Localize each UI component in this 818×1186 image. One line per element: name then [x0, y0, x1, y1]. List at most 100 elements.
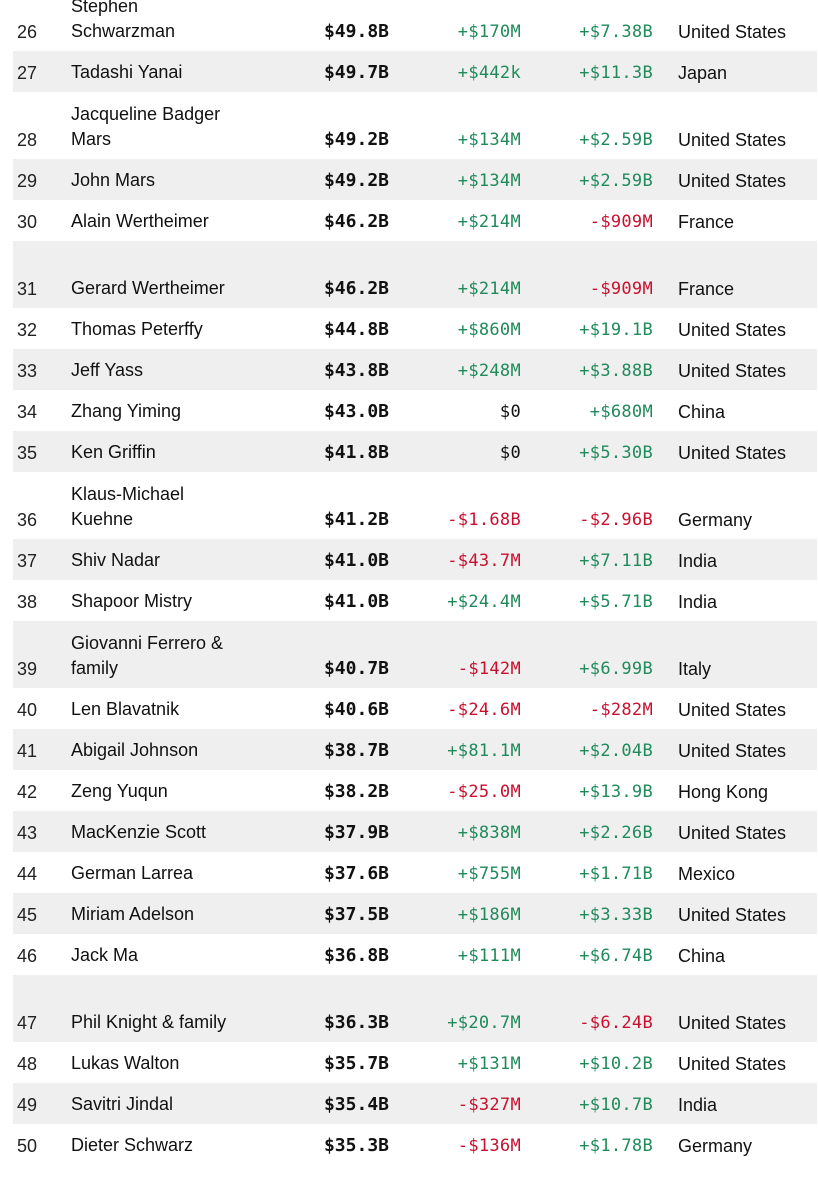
last-change-cell: -$142M — [457, 659, 521, 679]
country-cell: United States — [678, 1054, 787, 1074]
net-worth-cell: $35.7B — [323, 1053, 389, 1074]
country-cell: United States — [678, 1013, 787, 1033]
table-row: 48 Lukas Walton $35.7B +$131M +$10.2B United … — [13, 1042, 817, 1083]
ytd-change-cell: +$6.74B — [579, 946, 653, 966]
country-cell: Japan — [678, 63, 728, 83]
country-cell: United States — [678, 320, 787, 340]
ytd-change-cell: -$6.24B — [579, 1013, 653, 1033]
country-cell: Hong Kong — [678, 782, 769, 802]
ytd-change-cell: +$2.59B — [579, 171, 653, 191]
last-change-cell: +$248M — [457, 361, 521, 381]
rank-cell: 28 — [17, 130, 38, 150]
rank-cell: 29 — [17, 171, 38, 191]
table-row: 47 Phil Knight & family $36.3B +$20.7M -$6.2… — [13, 975, 817, 1042]
ytd-change-cell: +$2.04B — [579, 741, 653, 761]
net-worth-cell: $37.9B — [323, 822, 389, 843]
country-cell: United States — [678, 700, 787, 720]
table-row: 45 Miriam Adelson $37.5B +$186M +$3.33B Unite… — [13, 893, 817, 934]
ytd-change-cell: -$909M — [589, 212, 653, 232]
last-change-cell: +$134M — [457, 130, 521, 150]
ytd-change-cell: +$10.2B — [579, 1054, 653, 1074]
name-cell: Lukas Walton — [71, 1053, 180, 1073]
net-worth-cell: $36.3B — [323, 1012, 389, 1033]
name-cell: German Larrea — [71, 863, 194, 883]
name-cell: MacKenzie Scott — [71, 822, 207, 842]
last-change-cell: -$136M — [457, 1136, 521, 1156]
table-row: 28 Jacqueline Badger Mars $49.2B +$134M +$2.… — [13, 92, 817, 159]
net-worth-cell: $35.4B — [323, 1094, 389, 1115]
name-cell: Thomas Peterffy — [71, 319, 203, 339]
rank-cell: 43 — [17, 823, 38, 843]
rank-cell: 30 — [17, 212, 38, 232]
rank-cell: 32 — [17, 320, 38, 340]
last-change-cell: +$20.7M — [447, 1013, 521, 1033]
last-change-cell: +$131M — [457, 1054, 521, 1074]
last-change-cell: +$755M — [457, 864, 521, 884]
table-row: 30 Alain Wertheimer $46.2B +$214M -$909M Fran… — [13, 200, 817, 241]
country-cell: India — [678, 1095, 718, 1115]
country-cell: India — [678, 551, 718, 571]
ytd-change-cell: +$1.78B — [579, 1136, 653, 1156]
country-cell: France — [678, 212, 735, 232]
rank-cell: 50 — [17, 1136, 38, 1156]
rank-cell: 48 — [17, 1054, 38, 1074]
country-cell: United States — [678, 171, 787, 191]
last-change-cell: +$111M — [457, 946, 521, 966]
ytd-change-cell: +$3.33B — [579, 905, 653, 925]
name-cell: Zhang Yiming — [71, 401, 182, 421]
rank-cell: 44 — [17, 864, 38, 884]
name-cell: Alain Wertheimer — [71, 211, 209, 231]
rank-cell: 49 — [17, 1095, 38, 1115]
name-cell: Abigail Johnson — [71, 740, 199, 760]
net-worth-cell: $38.7B — [323, 740, 389, 761]
rank-cell: 40 — [17, 700, 38, 720]
ytd-change-cell: +$6.99B — [579, 659, 653, 679]
net-worth-cell: $49.2B — [323, 129, 389, 150]
last-change-cell: +$81.1M — [447, 741, 521, 761]
table-row: 44 German Larrea $37.6B +$755M +$1.71B Mexico — [13, 852, 817, 893]
net-worth-cell: $41.0B — [323, 591, 389, 612]
country-cell: France — [678, 279, 735, 299]
net-worth-cell: $41.0B — [323, 550, 389, 571]
table-row: 35 Ken Griffin $41.8B $0 +$5.30B United State… — [13, 431, 817, 472]
name-cell: Shiv Nadar — [71, 550, 161, 570]
country-cell: China — [678, 946, 726, 966]
ytd-change-cell: +$10.7B — [579, 1095, 653, 1115]
ytd-change-cell: +$13.9B — [579, 782, 653, 802]
country-cell: United States — [678, 741, 787, 761]
name-cell: Klaus-Michael Kuehne — [71, 484, 185, 529]
net-worth-cell: $43.0B — [323, 401, 389, 422]
table-row: 34 Zhang Yiming $43.0B $0 +$680M China — [13, 390, 817, 431]
name-cell: John Mars — [71, 170, 156, 190]
net-worth-cell: $37.6B — [323, 863, 389, 884]
rank-cell: 45 — [17, 905, 38, 925]
name-cell: Jacqueline Badger Mars — [71, 104, 221, 149]
ytd-change-cell: +$5.71B — [579, 592, 653, 612]
rank-cell: 31 — [17, 279, 38, 299]
table-row: 38 Shapoor Mistry $41.0B +$24.4M +$5.71B Indi… — [13, 580, 817, 621]
ytd-change-cell: +$2.26B — [579, 823, 653, 843]
last-change-cell: +$860M — [457, 320, 521, 340]
table-row: 40 Len Blavatnik $40.6B -$24.6M -$282M United… — [13, 688, 817, 729]
ytd-change-cell: +$7.11B — [579, 551, 653, 571]
rank-cell: 36 — [17, 510, 38, 530]
net-worth-cell: $46.2B — [323, 278, 389, 299]
name-cell: Miriam Adelson — [71, 904, 195, 924]
country-cell: Germany — [678, 510, 753, 530]
rank-cell: 42 — [17, 782, 38, 802]
rank-cell: 34 — [17, 402, 38, 422]
country-cell: Italy — [678, 659, 712, 679]
name-cell: Ken Griffin — [71, 442, 156, 462]
ytd-change-cell: +$11.3B — [579, 63, 653, 83]
rank-cell: 47 — [17, 1013, 38, 1033]
country-cell: United States — [678, 823, 787, 843]
table-row: 41 Abigail Johnson $38.7B +$81.1M +$2.04B Uni… — [13, 729, 817, 770]
name-cell: Tadashi Yanai — [71, 62, 183, 82]
net-worth-cell: $44.8B — [323, 319, 389, 340]
rank-cell: 38 — [17, 592, 38, 612]
country-cell: United States — [678, 443, 787, 463]
net-worth-cell: $38.2B — [323, 781, 389, 802]
name-cell: Jeff Yass — [71, 360, 144, 380]
rank-cell: 26 — [17, 22, 38, 42]
rank-cell: 41 — [17, 741, 38, 761]
